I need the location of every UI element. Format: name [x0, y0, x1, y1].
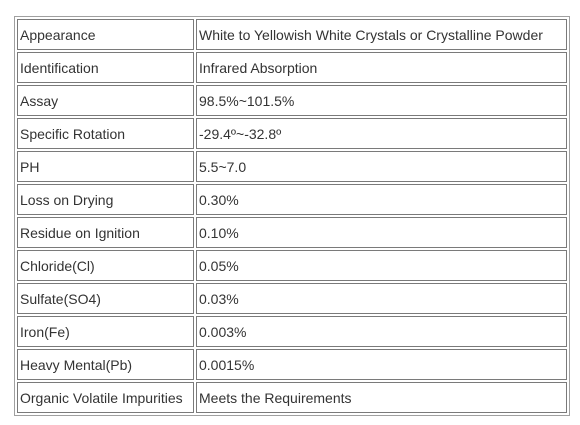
table-row: Loss on Drying 0.30% — [17, 184, 567, 215]
parameter-cell: Heavy Mental(Pb) — [17, 349, 194, 380]
table-row: Appearance White to Yellowish White Cryst… — [17, 19, 567, 50]
table-row: Identification Infrared Absorption — [17, 52, 567, 83]
table-row: Assay 98.5%~101.5% — [17, 85, 567, 116]
parameter-cell: Iron(Fe) — [17, 316, 194, 347]
value-cell: 0.0015% — [196, 349, 567, 380]
parameter-cell: Identification — [17, 52, 194, 83]
specification-table-body: Appearance White to Yellowish White Cryst… — [17, 19, 567, 413]
value-cell: 0.03% — [196, 283, 567, 314]
parameter-cell: Appearance — [17, 19, 194, 50]
value-cell: 98.5%~101.5% — [196, 85, 567, 116]
parameter-cell: Loss on Drying — [17, 184, 194, 215]
table-row: Chloride(Cl) 0.05% — [17, 250, 567, 281]
table-row: Residue on Ignition 0.10% — [17, 217, 567, 248]
table-row: PH 5.5~7.0 — [17, 151, 567, 182]
table-row: Iron(Fe) 0.003% — [17, 316, 567, 347]
value-cell: Infrared Absorption — [196, 52, 567, 83]
parameter-cell: Chloride(Cl) — [17, 250, 194, 281]
value-cell: 0.003% — [196, 316, 567, 347]
parameter-cell: Residue on Ignition — [17, 217, 194, 248]
table-row: Organic Volatile Impurities Meets the Req… — [17, 382, 567, 413]
value-cell: Meets the Requirements — [196, 382, 567, 413]
parameter-cell: Sulfate(SO4) — [17, 283, 194, 314]
parameter-cell: Organic Volatile Impurities — [17, 382, 194, 413]
value-cell: White to Yellowish White Crystals or Cry… — [196, 19, 567, 50]
parameter-cell: Specific Rotation — [17, 118, 194, 149]
value-cell: 0.30% — [196, 184, 567, 215]
value-cell: 5.5~7.0 — [196, 151, 567, 182]
table-row: Heavy Mental(Pb) 0.0015% — [17, 349, 567, 380]
value-cell: 0.05% — [196, 250, 567, 281]
table-row: Sulfate(SO4) 0.03% — [17, 283, 567, 314]
value-cell: 0.10% — [196, 217, 567, 248]
parameter-cell: PH — [17, 151, 194, 182]
specification-table: Appearance White to Yellowish White Cryst… — [14, 16, 570, 416]
parameter-cell: Assay — [17, 85, 194, 116]
table-row: Specific Rotation -29.4º~-32.8º — [17, 118, 567, 149]
value-cell: -29.4º~-32.8º — [196, 118, 567, 149]
